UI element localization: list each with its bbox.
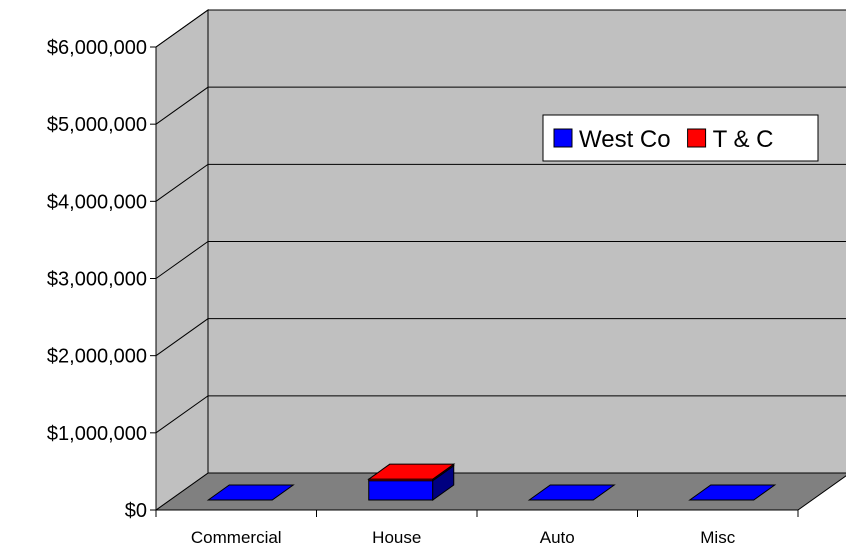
- legend-box: [542, 114, 819, 162]
- y-tick-label: $0: [125, 500, 147, 522]
- gridline: [155, 86, 846, 125]
- gridline: [155, 9, 846, 48]
- bar-front: [368, 480, 434, 501]
- x-tick-label: House: [372, 528, 421, 547]
- x-axis-ticks: Commercial House Auto Misc: [155, 510, 799, 547]
- bars: [206, 463, 777, 501]
- gridlines: [155, 9, 846, 434]
- chart-walls: [154, 9, 846, 511]
- y-tick-label: $5,000,000: [47, 114, 147, 136]
- bar-top: [688, 484, 777, 501]
- y-axis-ticks: $0 $1,000,000 $2,000,000 $3,000,000 $4,000,0…: [47, 37, 156, 522]
- legend-swatch: [687, 128, 707, 148]
- y-tick-label: $3,000,000: [47, 269, 147, 291]
- gridline: [155, 241, 846, 279]
- y-tick-label: $4,000,000: [47, 191, 147, 213]
- bar-top: [527, 484, 616, 501]
- gridline: [155, 163, 846, 202]
- legend-swatch: [553, 128, 573, 148]
- gridline: [155, 395, 846, 434]
- legend-entry: West Co: [579, 126, 671, 153]
- gridline: [155, 318, 846, 357]
- x-tick-label: Commercial: [191, 528, 282, 547]
- x-tick-label: Misc: [700, 528, 735, 547]
- legend-entry: T & C: [713, 126, 774, 153]
- y-tick-label: $2,000,000: [47, 346, 147, 368]
- x-tick-label: Auto: [540, 528, 575, 547]
- y-tick-label: $1,000,000: [47, 423, 147, 445]
- legend: West Co T & C: [542, 114, 819, 162]
- y-tick-label: $6,000,000: [47, 37, 147, 59]
- bar-top: [367, 463, 456, 480]
- bar-top: [206, 484, 295, 501]
